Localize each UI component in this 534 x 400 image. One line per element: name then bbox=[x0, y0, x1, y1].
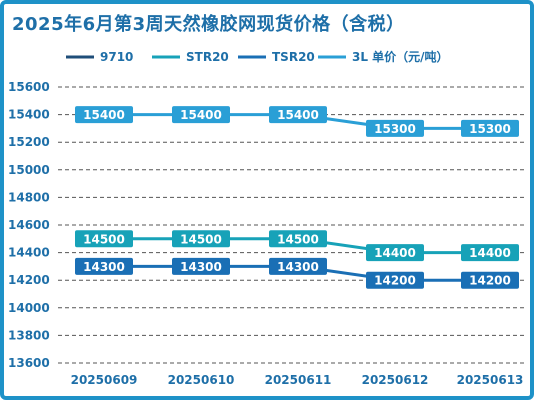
x-tick-label: 20250610 bbox=[168, 373, 235, 387]
data-label: 14200 bbox=[469, 274, 511, 288]
data-label: 14500 bbox=[180, 232, 222, 246]
data-label-box bbox=[269, 257, 327, 275]
legend-label: 9710 bbox=[100, 50, 133, 64]
y-tick-label: 14600 bbox=[8, 218, 50, 232]
legend-label: TSR20 bbox=[272, 50, 315, 64]
y-tick-label: 15200 bbox=[8, 135, 50, 149]
y-tick-label: 15000 bbox=[8, 163, 50, 177]
data-label: 14400 bbox=[469, 246, 511, 260]
data-label-box bbox=[366, 119, 424, 137]
x-tick-label: 20250613 bbox=[457, 373, 524, 387]
y-tick-label: 14200 bbox=[8, 273, 50, 287]
data-label: 14300 bbox=[180, 260, 222, 274]
data-label-box bbox=[269, 106, 327, 124]
legend-label: STR20 bbox=[186, 50, 229, 64]
data-label-box bbox=[366, 271, 424, 289]
data-label: 15400 bbox=[277, 108, 319, 122]
data-label-box bbox=[75, 257, 133, 275]
data-label-box bbox=[461, 271, 519, 289]
data-label: 15300 bbox=[374, 122, 416, 136]
data-label: 14500 bbox=[83, 232, 125, 246]
chart-svg: 13600 13800 14000 14200 14400 14600 14800 15000… bbox=[8, 49, 524, 387]
data-label-box bbox=[269, 230, 327, 248]
data-label-box bbox=[461, 119, 519, 137]
chart-title: 2025年6月第3周天然橡胶网现货价格（含税） bbox=[12, 14, 405, 35]
x-tick-label: 20250611 bbox=[265, 373, 332, 387]
y-tick-label: 14800 bbox=[8, 190, 50, 204]
data-label-box bbox=[172, 106, 230, 124]
y-tick-label: 14400 bbox=[8, 246, 50, 260]
legend-label: 3L 单价（元/吨） bbox=[352, 49, 449, 64]
data-label: 14200 bbox=[374, 274, 416, 288]
data-label: 15400 bbox=[180, 108, 222, 122]
data-label: 14400 bbox=[374, 246, 416, 260]
x-tick-label: 20250609 bbox=[71, 373, 138, 387]
data-label: 15300 bbox=[469, 122, 511, 136]
y-tick-label: 15400 bbox=[8, 108, 50, 122]
data-label: 14500 bbox=[277, 232, 319, 246]
data-label-box bbox=[75, 230, 133, 248]
data-label: 14300 bbox=[277, 260, 319, 274]
y-tick-label: 13800 bbox=[8, 328, 50, 342]
y-tick-label: 14000 bbox=[8, 301, 50, 315]
y-tick-label: 15600 bbox=[8, 80, 50, 94]
data-label: 15400 bbox=[83, 108, 125, 122]
y-tick-label: 13600 bbox=[8, 356, 50, 370]
data-label-box bbox=[461, 244, 519, 262]
data-label-box bbox=[75, 106, 133, 124]
data-label-box bbox=[172, 230, 230, 248]
x-tick-label: 20250612 bbox=[362, 373, 429, 387]
data-label-box bbox=[172, 257, 230, 275]
data-label-box bbox=[366, 244, 424, 262]
data-label: 14300 bbox=[83, 260, 125, 274]
